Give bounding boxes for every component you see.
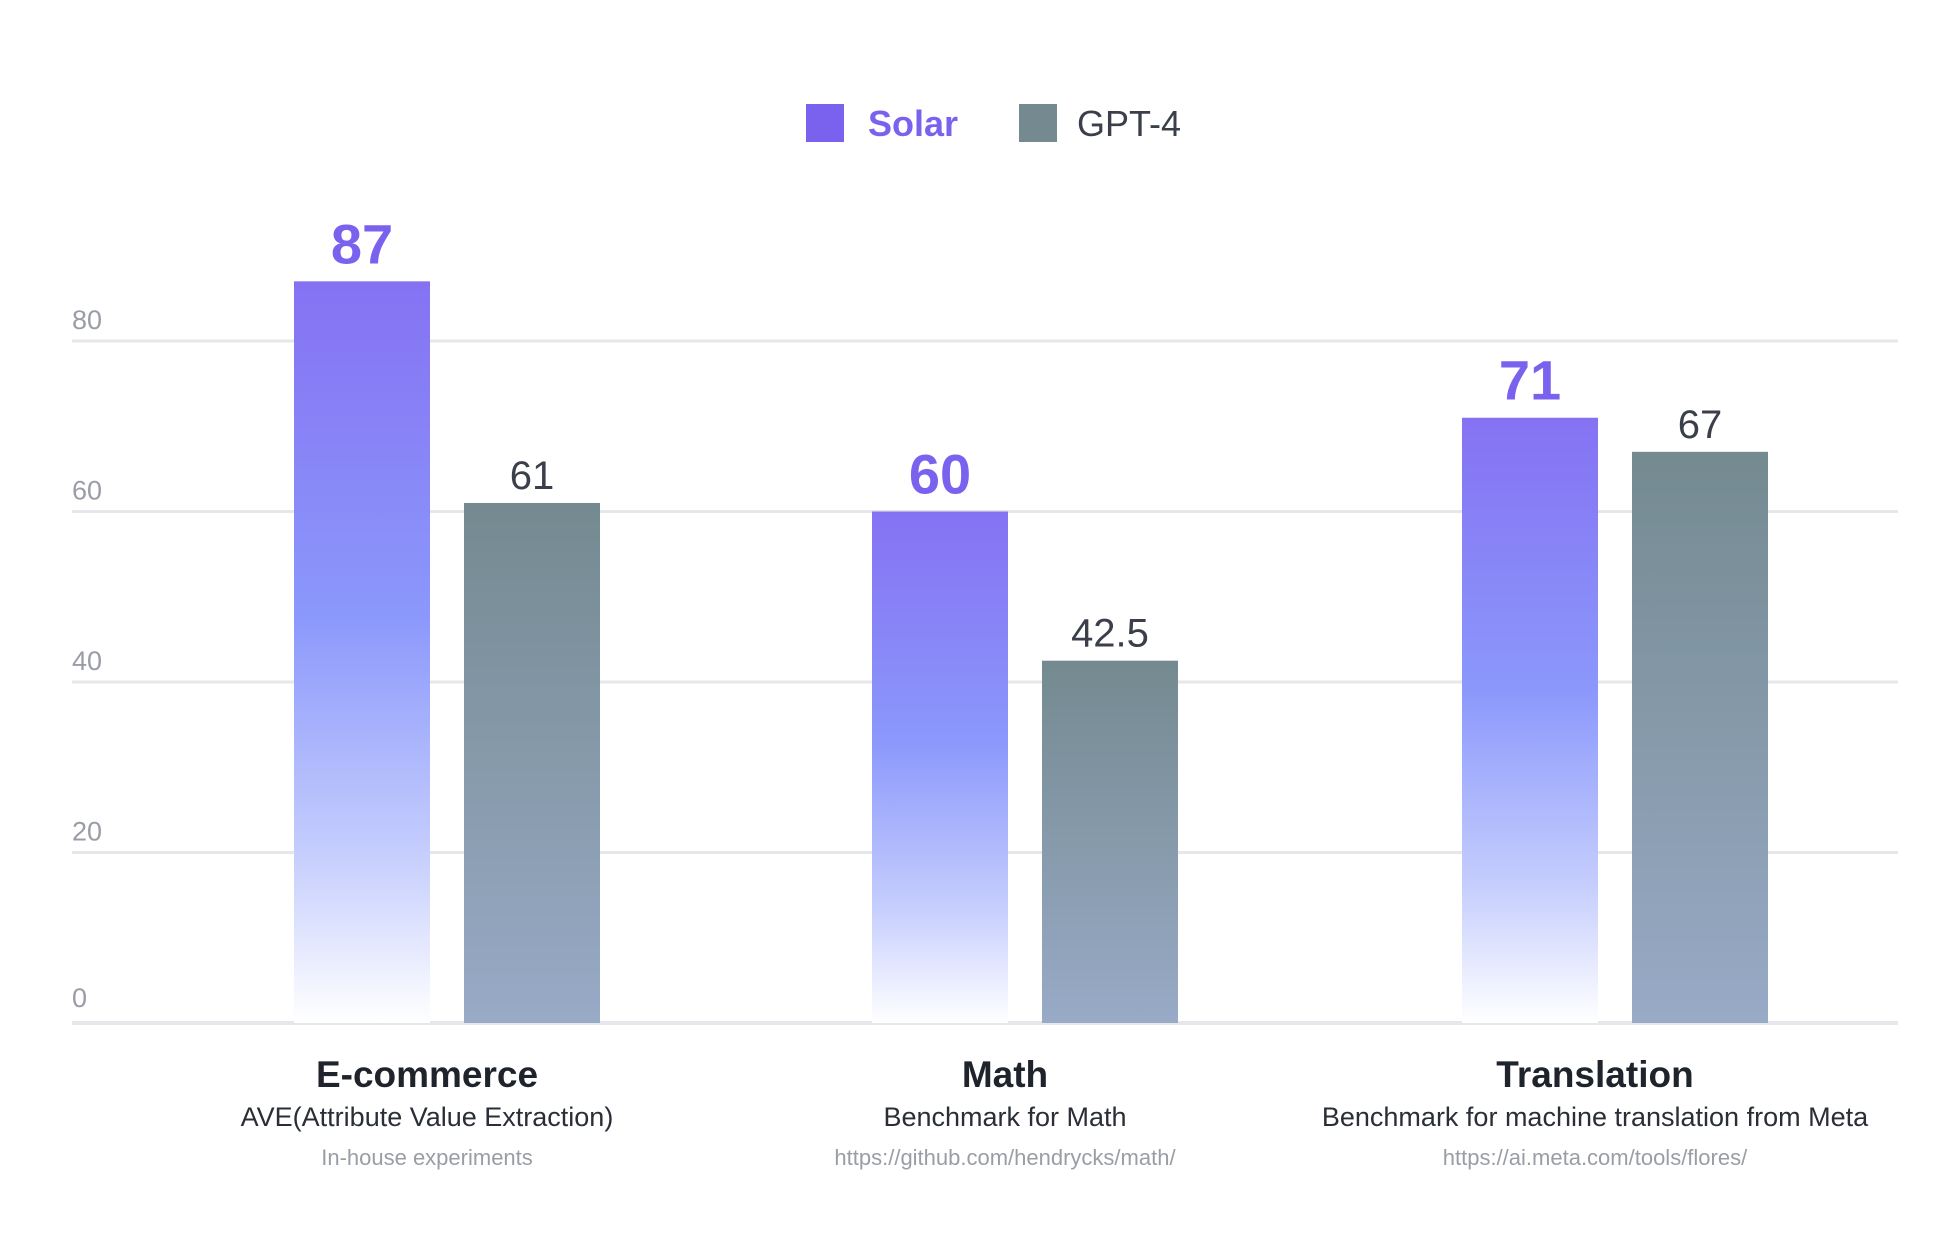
category-subtitle-translation: Benchmark for machine translation from M… bbox=[1322, 1102, 1869, 1132]
bar-gpt-4-math bbox=[1042, 660, 1178, 1023]
value-label-solar-e-commerce: 87 bbox=[331, 212, 393, 275]
bar-gpt-4-e-commerce bbox=[464, 502, 600, 1024]
category-source-math: https://github.com/hendrycks/math/ bbox=[834, 1145, 1176, 1170]
bar-solar-e-commerce bbox=[294, 281, 430, 1023]
category-source-translation: https://ai.meta.com/tools/flores/ bbox=[1443, 1145, 1748, 1170]
category-title-translation: Translation bbox=[1496, 1054, 1693, 1095]
y-tick-label-80: 80 bbox=[72, 305, 102, 335]
bar-solar-math bbox=[872, 511, 1008, 1023]
y-tick-label-20: 20 bbox=[72, 817, 102, 847]
bar-solar-translation bbox=[1462, 417, 1598, 1024]
legend-swatch-gpt-4 bbox=[1019, 104, 1057, 142]
category-subtitle-e-commerce: AVE(Attribute Value Extraction) bbox=[241, 1102, 614, 1132]
value-label-gpt-4-translation: 67 bbox=[1678, 403, 1723, 447]
value-label-gpt-4-math: 42.5 bbox=[1071, 612, 1149, 656]
value-label-solar-math: 60 bbox=[909, 443, 971, 506]
category-title-e-commerce: E-commerce bbox=[316, 1054, 538, 1095]
labels: 0 20 40 60 80 87 60 71 61 42.5 67 E-commerce AVE(Att… bbox=[72, 212, 1869, 1170]
legend-label-solar: Solar bbox=[868, 103, 958, 144]
y-tick-label-0: 0 bbox=[72, 983, 87, 1013]
value-label-gpt-4-e-commerce: 61 bbox=[510, 454, 555, 498]
legend: Solar GPT-4 bbox=[806, 103, 1181, 144]
category-title-math: Math bbox=[962, 1054, 1048, 1095]
category-source-e-commerce: In-house experiments bbox=[321, 1145, 533, 1170]
category-subtitle-math: Benchmark for Math bbox=[883, 1102, 1126, 1132]
bars bbox=[294, 281, 1768, 1024]
value-label-solar-translation: 71 bbox=[1499, 349, 1561, 412]
legend-label-gpt-4: GPT-4 bbox=[1077, 103, 1181, 144]
bar-gpt-4-translation bbox=[1632, 451, 1768, 1023]
legend-swatch-solar bbox=[806, 104, 844, 142]
y-tick-label-60: 60 bbox=[72, 476, 102, 506]
y-tick-label-40: 40 bbox=[72, 646, 102, 676]
